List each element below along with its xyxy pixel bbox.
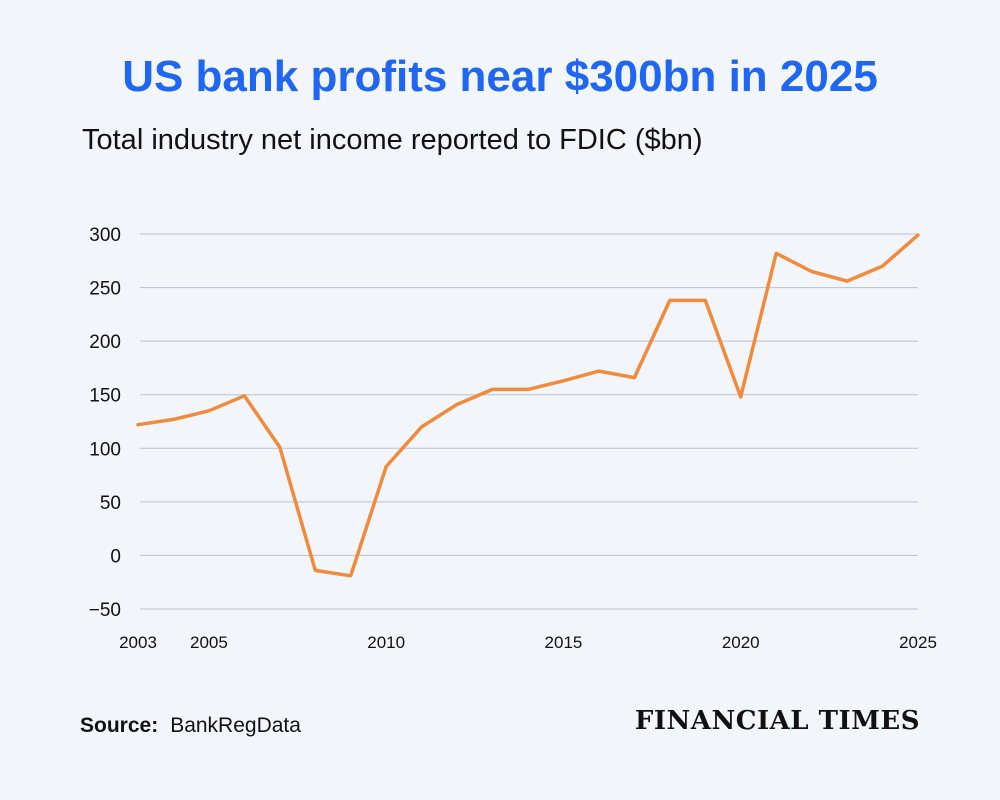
x-tick-label: 2025 xyxy=(899,633,937,652)
x-tick-label: 2015 xyxy=(545,633,583,652)
x-tick-label: 2003 xyxy=(119,633,157,652)
y-tick-label: 100 xyxy=(89,439,121,460)
x-tick-label: 2020 xyxy=(722,633,760,652)
chart-subtitle: Total industry net income reported to FD… xyxy=(82,124,703,156)
chart-title: US bank profits near $300bn in 2025 xyxy=(122,52,878,101)
source-note: Source: BankRegData xyxy=(80,714,301,738)
y-tick-label: 300 xyxy=(89,225,121,246)
y-tick-label: 250 xyxy=(89,279,121,300)
x-axis-labels: 2003 2005 2010 2015 2020 2025 xyxy=(119,633,937,652)
x-tick-label: 2010 xyxy=(367,633,405,652)
y-tick-label: −50 xyxy=(89,600,121,621)
y-tick-label: 150 xyxy=(89,386,121,407)
y-tick-label: 0 xyxy=(110,546,121,567)
series-layer xyxy=(136,233,920,578)
grid-layer xyxy=(140,233,918,610)
financial-times-logo: FINANCIAL TIMES xyxy=(634,706,920,736)
source-value: BankRegData xyxy=(170,714,301,737)
y-tick-label: 200 xyxy=(89,332,121,353)
y-axis-labels: 300 250 200 150 100 50 0 −50 xyxy=(89,225,121,621)
series-line-net-income xyxy=(136,233,920,578)
source-label: Source: xyxy=(80,714,159,737)
y-tick-label: 50 xyxy=(100,493,121,514)
x-tick-label: 2005 xyxy=(190,633,228,652)
